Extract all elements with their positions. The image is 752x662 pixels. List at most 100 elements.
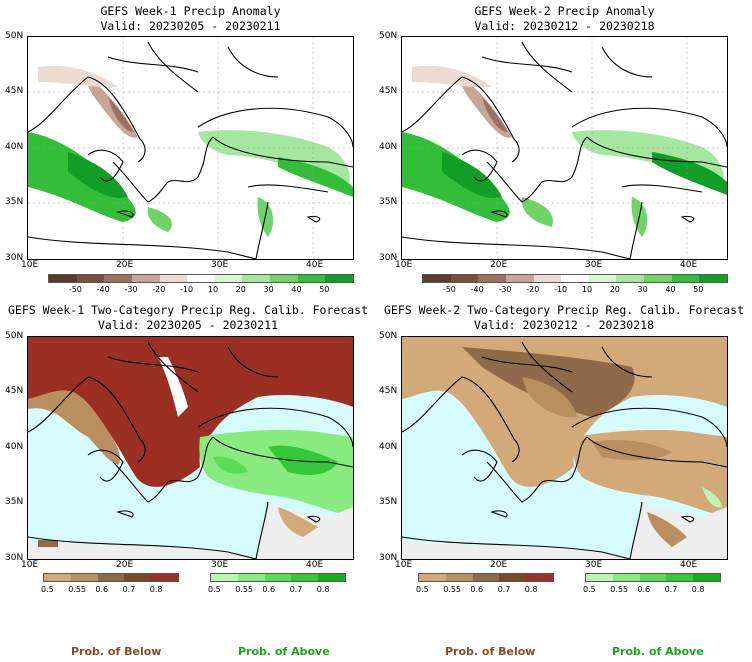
colorbar-label: 30 <box>263 285 274 294</box>
colorbar-label: 0.7 <box>289 585 303 594</box>
panel-title-text: GEFS Week-2 Two-Category Precip Reg. Cal… <box>383 303 745 317</box>
lat-tick-label: 50N <box>379 331 398 341</box>
colorbar-label: 0.8 <box>316 585 330 594</box>
lon-tick-label: 40E <box>680 260 698 270</box>
lon-tick-label: 10E <box>21 560 39 570</box>
colorbar-label: 0.6 <box>637 585 651 594</box>
colorbar-swatch <box>419 574 446 581</box>
lon-tick-label: 20E <box>490 560 508 570</box>
colorbar-label: 0.55 <box>610 585 628 594</box>
panel-valid-text: Valid: 20230212 - 20230218 <box>473 318 654 332</box>
lat-tick-label: 30N <box>5 253 24 263</box>
colorbar-swatch <box>445 574 473 581</box>
colorbar-label: 0.6 <box>95 585 109 594</box>
colorbar-swatch <box>318 574 345 581</box>
colorbar-label: 0.8 <box>149 585 163 594</box>
colorbar-swatch <box>478 275 506 282</box>
colorbar-label: -50 <box>68 285 82 294</box>
colorbar-swatch <box>666 574 694 581</box>
lon-tick-label: 40E <box>306 560 324 570</box>
lon-tick-label: 10E <box>395 560 413 570</box>
panel-valid-text: Valid: 20230205 - 20230211 <box>100 19 281 33</box>
colorbar-swatch <box>297 275 326 282</box>
colorbar-swatch <box>586 574 613 581</box>
colorbar-swatch <box>499 574 527 581</box>
colorbar-swatch <box>505 275 534 282</box>
colorbar-label: 10 <box>207 285 219 294</box>
colorbar-swatch <box>237 574 265 581</box>
colorbar-label: 50 <box>693 285 704 294</box>
colorbar-label: 0.6 <box>470 585 484 594</box>
lat-tick-label: 40N <box>379 442 398 452</box>
anomaly-colorbar-right <box>422 274 728 283</box>
colorbar-swatch <box>104 275 132 282</box>
colorbar-label: 10 <box>581 285 593 294</box>
colorbar-label: 0.8 <box>524 585 538 594</box>
colorbar-label: 0.5 <box>208 585 221 594</box>
colorbar-label: 0.55 <box>68 585 86 594</box>
colorbar-swatch <box>561 275 589 282</box>
colorbar-swatch <box>44 574 71 581</box>
below-colorbar-right <box>418 573 554 582</box>
colorbar-swatch <box>588 275 617 282</box>
colorbar-swatch <box>472 574 500 581</box>
colorbar-swatch <box>49 275 77 282</box>
colorbar-label: -10 <box>554 285 568 294</box>
colorbar-swatch <box>693 574 720 581</box>
panel-title-br: GEFS Week-2 Two-Category Precip Reg. Cal… <box>376 303 752 333</box>
colorbar-swatch <box>214 275 243 282</box>
colorbar-label: 0.7 <box>122 585 136 594</box>
colorbar-swatch <box>270 275 298 282</box>
colorbar-label: -30 <box>498 285 512 294</box>
colorbar-swatch <box>159 275 188 282</box>
lon-tick-label: 20E <box>490 260 508 270</box>
colorbar-label: 0.55 <box>235 585 253 594</box>
colorbar-swatch <box>644 275 672 282</box>
colorbar-swatch <box>533 275 562 282</box>
lat-tick-label: 30N <box>379 553 398 563</box>
above-colorbar-left <box>210 573 346 582</box>
colorbar-label: -40 <box>470 285 484 294</box>
colorbar-label: -20 <box>152 285 166 294</box>
colorbar-label: 0.5 <box>416 585 429 594</box>
colorbar-swatch <box>699 275 728 282</box>
lat-tick-label: 35N <box>5 197 24 207</box>
colorbar-swatch <box>76 275 105 282</box>
colorbar-label: -50 <box>442 285 456 294</box>
lat-tick-label: 45N <box>5 86 24 96</box>
panel-valid-text: Valid: 20230212 - 20230218 <box>474 19 655 33</box>
lat-tick-label: 40N <box>5 442 24 452</box>
lat-tick-label: 45N <box>379 86 398 96</box>
colorbar-swatch <box>450 275 479 282</box>
colorbar-label: 0.7 <box>497 585 511 594</box>
colorbar-label: 0.7 <box>664 585 678 594</box>
lon-tick-label: 20E <box>116 560 134 570</box>
below-colorbar-left <box>43 573 179 582</box>
colorbar-label: 40 <box>665 285 676 294</box>
lat-tick-label: 40N <box>379 142 398 152</box>
colorbar-swatch <box>70 574 98 581</box>
lon-tick-label: 40E <box>680 560 698 570</box>
prob-above-label-left: Prob. of Above <box>238 645 330 658</box>
panel-title-tl: GEFS Week-1 Precip Anomaly Valid: 202302… <box>28 4 353 34</box>
colorbar-swatch <box>526 574 553 581</box>
lat-tick-label: 50N <box>5 31 24 41</box>
panel-title-tr: GEFS Week-2 Precip Anomaly Valid: 202302… <box>402 4 727 34</box>
lat-tick-label: 35N <box>379 497 398 507</box>
panel-title-bl: GEFS Week-1 Two-Category Precip Reg. Cal… <box>0 303 376 333</box>
colorbar-swatch <box>211 574 238 581</box>
lon-tick-label: 30E <box>585 260 603 270</box>
anomaly-colorbar-left <box>48 274 354 283</box>
colorbar-swatch <box>264 574 292 581</box>
lat-tick-label: 45N <box>379 386 398 396</box>
prob-above-label-right: Prob. of Above <box>612 645 704 658</box>
colorbar-label: -30 <box>124 285 138 294</box>
colorbar-swatch <box>612 574 640 581</box>
colorbar-swatch <box>325 275 354 282</box>
colorbar-swatch <box>124 574 152 581</box>
colorbar-label: 0.5 <box>583 585 596 594</box>
lat-tick-label: 50N <box>379 31 398 41</box>
colorbar-label: 30 <box>637 285 648 294</box>
panel-valid-text: Valid: 20230205 - 20230211 <box>97 318 278 332</box>
colorbar-label: 40 <box>291 285 302 294</box>
